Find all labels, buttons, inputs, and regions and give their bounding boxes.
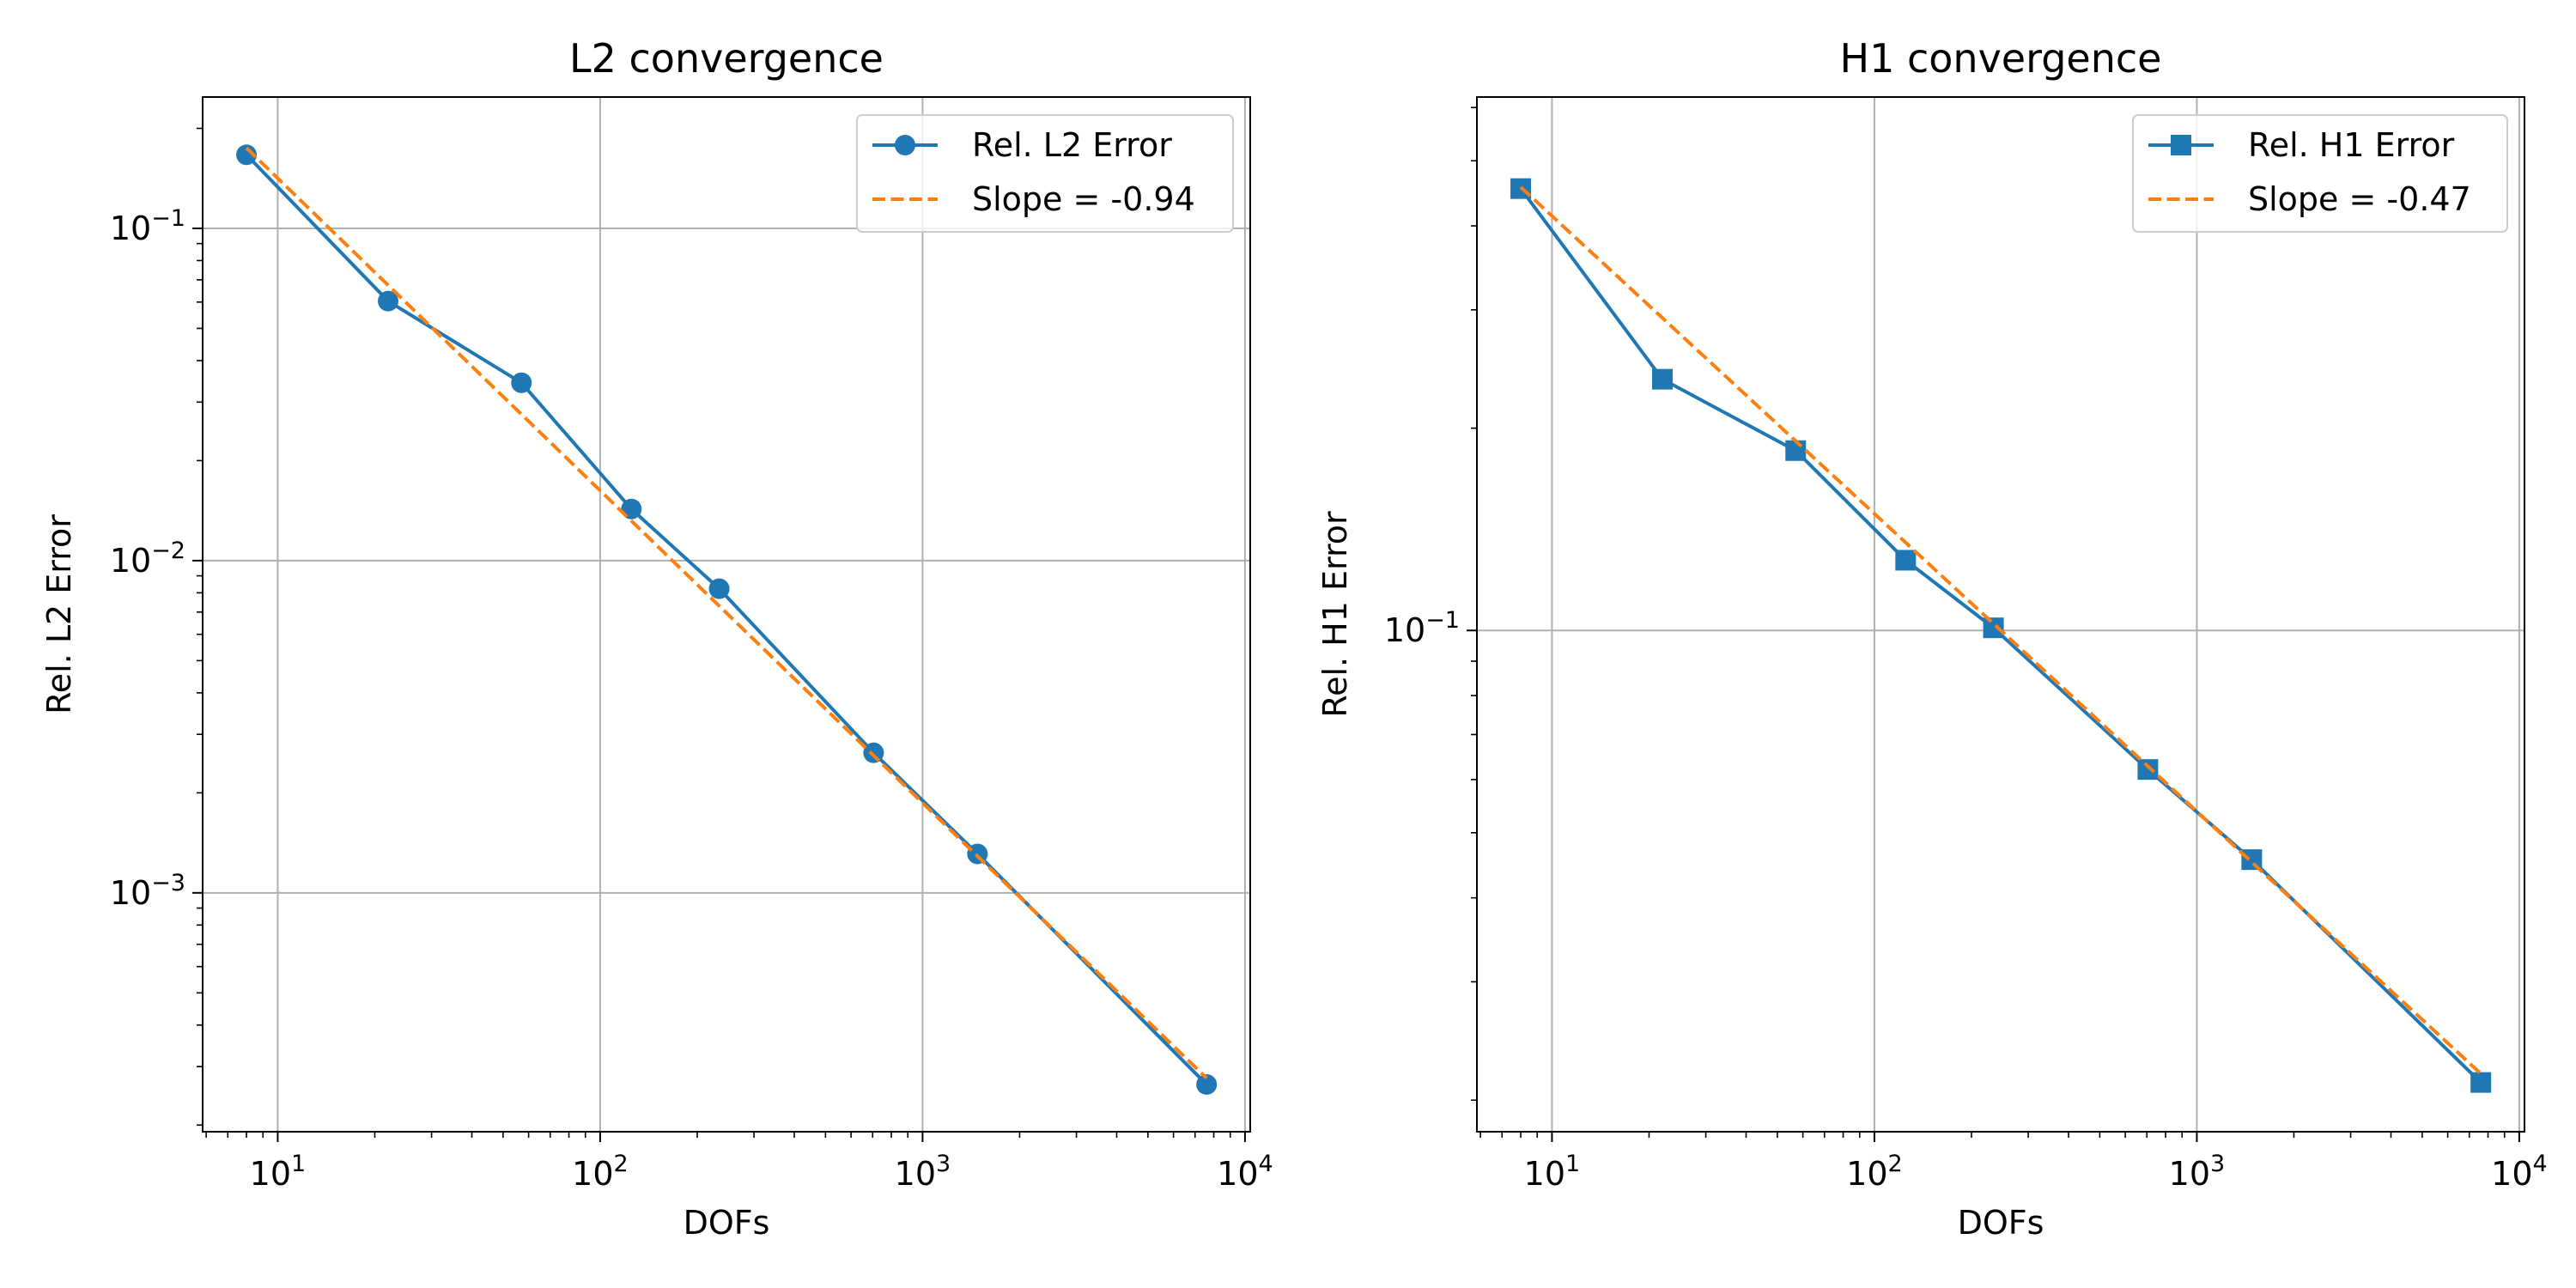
x-tick-label: 101 bbox=[250, 1151, 307, 1193]
tick-label-exponent: 4 bbox=[1259, 1151, 1273, 1177]
x-axis-label: DOFs bbox=[683, 1204, 770, 1242]
tick-label-exponent: −3 bbox=[151, 870, 185, 896]
fit-slope-line bbox=[245, 146, 1208, 1079]
y-axis-label: Rel. L2 Error bbox=[40, 514, 78, 714]
tick-label-exponent: −1 bbox=[1425, 607, 1460, 634]
tick-label-exponent: 3 bbox=[2210, 1151, 2225, 1177]
x-tick-label: 103 bbox=[2169, 1151, 2226, 1193]
data-point-square bbox=[2137, 759, 2159, 781]
y-tick-label: 10−3 bbox=[110, 870, 185, 912]
legend-entry-label: Slope = -0.47 bbox=[2248, 180, 2471, 218]
data-point-square bbox=[2470, 1072, 2492, 1093]
data-point-circle bbox=[863, 742, 884, 763]
tick-label-base: 10 bbox=[110, 210, 151, 247]
error-series-line bbox=[245, 153, 1208, 1086]
tick-label-base: 10 bbox=[1846, 1155, 1887, 1193]
legend-entry-label: Rel. H1 Error bbox=[2248, 126, 2455, 164]
data-point-square bbox=[1785, 440, 1807, 461]
tick-label-base: 10 bbox=[110, 542, 151, 580]
x-tick-label: 101 bbox=[1524, 1151, 1581, 1193]
chart-title: H1 convergence bbox=[1840, 35, 2162, 82]
legend-entry-label: Rel. L2 Error bbox=[972, 126, 1172, 164]
tick-label-base: 10 bbox=[110, 874, 151, 912]
axes-frame bbox=[1476, 96, 2525, 1133]
data-point-square bbox=[1895, 550, 1917, 571]
tick-label-base: 10 bbox=[2169, 1155, 2210, 1193]
x-tick-label: 104 bbox=[1217, 1151, 1273, 1193]
tick-label-base: 10 bbox=[2491, 1155, 2532, 1193]
data-point-circle bbox=[378, 290, 399, 312]
tick-label-base: 10 bbox=[1217, 1155, 1258, 1193]
y-tick-label: 10−1 bbox=[1384, 607, 1460, 649]
x-tick-label: 103 bbox=[895, 1151, 951, 1193]
data-point-circle bbox=[1196, 1073, 1218, 1095]
x-tick-label: 104 bbox=[2491, 1151, 2548, 1193]
legend-box bbox=[856, 114, 1234, 233]
tick-label-base: 10 bbox=[250, 1155, 291, 1193]
legend-box bbox=[2132, 114, 2508, 233]
x-tick-label: 102 bbox=[572, 1151, 629, 1193]
legend-marker-circle bbox=[895, 135, 915, 155]
tick-label-base: 10 bbox=[895, 1155, 936, 1193]
data-point-circle bbox=[708, 578, 730, 599]
y-axis-label: Rel. H1 Error bbox=[1316, 511, 1354, 718]
tick-label-base: 10 bbox=[572, 1155, 613, 1193]
legend-entry-label: Slope = -0.94 bbox=[972, 180, 1195, 218]
tick-label-exponent: 1 bbox=[291, 1151, 306, 1177]
tick-label-exponent: 4 bbox=[2533, 1151, 2548, 1177]
x-tick-label: 102 bbox=[1846, 1151, 1903, 1193]
series-group bbox=[1510, 178, 2492, 1093]
series-group bbox=[236, 144, 1218, 1095]
tick-label-exponent: 1 bbox=[1565, 1151, 1580, 1177]
legend: Rel. L2 Error Slope = -0.94 bbox=[856, 114, 1234, 233]
data-point-square bbox=[1983, 617, 2004, 639]
tick-label-base: 10 bbox=[1384, 611, 1425, 649]
data-point-circle bbox=[511, 372, 532, 393]
tick-label-base: 10 bbox=[1524, 1155, 1565, 1193]
axes-frame bbox=[202, 96, 1251, 1133]
tick-label-exponent: 2 bbox=[1888, 1151, 1903, 1177]
tick-label-exponent: −1 bbox=[151, 205, 185, 232]
fit-slope-line bbox=[1519, 185, 2482, 1075]
legend-marker-square bbox=[2171, 135, 2191, 155]
chart-title: L2 convergence bbox=[569, 35, 884, 82]
x-axis-label: DOFs bbox=[1958, 1204, 2044, 1242]
tick-label-exponent: −2 bbox=[151, 538, 185, 564]
data-point-square bbox=[1652, 368, 1674, 390]
data-point-circle bbox=[236, 144, 258, 166]
y-tick-label: 10−2 bbox=[110, 538, 185, 580]
tick-label-exponent: 3 bbox=[936, 1151, 951, 1177]
tick-label-exponent: 2 bbox=[614, 1151, 629, 1177]
y-tick-label: 10−1 bbox=[110, 205, 185, 247]
legend: Rel. H1 Error Slope = -0.47 bbox=[2132, 114, 2508, 233]
